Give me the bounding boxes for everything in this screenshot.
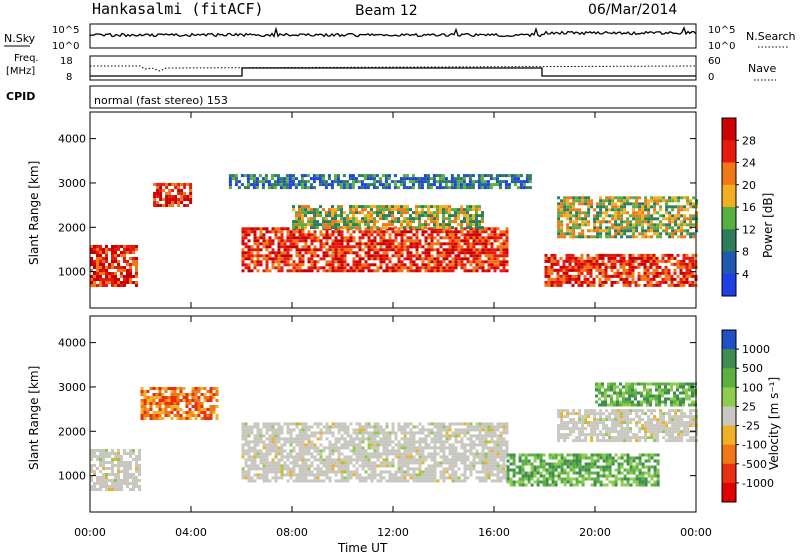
- power-cbar-tick-2: 12: [742, 223, 756, 236]
- station-title: Hankasalmi (fitACF): [92, 0, 264, 18]
- velocity-ylabel: Slant Range [km]: [27, 366, 41, 470]
- velocity-cbar-swatch-2: [722, 368, 736, 388]
- power-colorbar: 4 8 12 16 20 24 28: [721, 117, 756, 297]
- power-ytick-0: 1000: [58, 266, 86, 279]
- nsearch-label: N.Search: [746, 30, 796, 43]
- power-cbar-swatch-7: [722, 273, 736, 297]
- power-cbar-tick-4: 20: [742, 179, 756, 192]
- power-cbar-swatch-4: [722, 207, 736, 230]
- power-echo-band-6: [557, 196, 699, 239]
- power-cbar-swatch-2: [722, 162, 736, 186]
- velocity-cbar-swatch-8: [722, 482, 736, 503]
- velocity-echo-band-0: [90, 449, 141, 491]
- velocity-cbar-swatch-6: [722, 444, 736, 465]
- velocity-echo-band-2: [506, 453, 660, 487]
- freq-label: Freq.: [14, 53, 39, 64]
- velocity-ytick-2: 3000: [58, 381, 86, 394]
- power-cbar-swatch-0: [722, 118, 736, 141]
- velocity-cbar-swatch-4: [722, 406, 736, 427]
- power-cbar-label: Power [dB]: [761, 193, 775, 258]
- cpid-text: normal (fast stereo) 153: [94, 94, 228, 107]
- x-tick-6: 00:00: [680, 526, 712, 539]
- power-ytick-3: 4000: [58, 133, 86, 146]
- velocity-cbar-tick-4: -25: [742, 420, 760, 433]
- nave-tick-low: 0: [708, 72, 714, 83]
- velocity-cbar-swatch-1: [722, 349, 736, 369]
- power-cbar-tick-0: 4: [742, 268, 749, 281]
- x-axis-label: Time UT: [337, 541, 388, 554]
- x-tick-1: 04:00: [175, 526, 207, 539]
- power-ytick-1: 2000: [58, 221, 86, 234]
- cpid-row: CPID normal (fast stereo) 153: [6, 85, 697, 109]
- power-cbar-swatch-1: [722, 140, 736, 163]
- power-echo-band-4: [228, 174, 532, 190]
- velocity-cbar-swatch-0: [722, 330, 736, 350]
- nsky-tick-low: 10^0: [52, 41, 79, 52]
- velocity-cbar-tick-1: 500: [742, 362, 763, 375]
- power-cbar-swatch-5: [722, 229, 736, 252]
- velocity-cbar-label: Velocity [m s⁻¹]: [767, 377, 781, 470]
- nave-label: Nave: [748, 62, 776, 75]
- nsky-panel: N.Sky 10^5 10^0 10^5 10^0 N.Search: [4, 23, 796, 52]
- cpid-label: CPID: [6, 90, 35, 103]
- velocity-cbar-tick-6: -500: [742, 458, 767, 471]
- freq-trace: [90, 67, 696, 77]
- velocity-ytick-3: 4000: [58, 337, 86, 350]
- x-tick-4: 16:00: [478, 526, 510, 539]
- velocity-cbar-swatch-7: [722, 463, 736, 484]
- velocity-echo-band-3: [557, 409, 699, 443]
- freq-panel: Freq. [MHz] 18 8 60 0 Nave: [6, 53, 776, 83]
- x-tick-5: 20:00: [579, 526, 611, 539]
- power-echo-band-0: [90, 245, 138, 287]
- velocity-echo-band-1: [241, 422, 509, 483]
- velocity-cbar-tick-5: -100: [742, 439, 767, 452]
- nsearch-tick-high: 10^5: [708, 25, 735, 36]
- power-ytick-2: 3000: [58, 177, 86, 190]
- velocity-cbar-swatch-3: [722, 387, 736, 407]
- x-tick-3: 12:00: [377, 526, 409, 539]
- power-cbar-swatch-6: [722, 251, 736, 275]
- date-title: 06/Mar/2014: [588, 2, 677, 18]
- velocity-cbar-tick-7: -1000: [742, 477, 774, 490]
- beam-title: Beam 12: [355, 3, 418, 19]
- velocity-ytick-1: 2000: [58, 425, 86, 438]
- nsearch-tick-low: 10^0: [708, 41, 735, 52]
- velocity-echo-band-4: [140, 387, 219, 420]
- nave-tick-high: 60: [708, 56, 721, 67]
- x-tick-0: 00:00: [74, 526, 106, 539]
- velocity-ytick-0: 1000: [58, 470, 86, 483]
- freq-tick-high: 18: [60, 56, 73, 67]
- velocity-cbar-tick-3: 25: [742, 400, 756, 413]
- power-cbar-tick-3: 16: [742, 201, 756, 214]
- power-echo-band-1: [153, 183, 193, 207]
- freq-tick-low: 8: [66, 72, 72, 83]
- velocity-colorbar: 1000 500 100 25 -25 -100 -500 -1000: [721, 329, 774, 503]
- x-tick-2: 08:00: [276, 526, 308, 539]
- power-echo-band-3: [292, 205, 484, 230]
- velocity-cbar-tick-2: 100: [742, 381, 763, 394]
- power-echo-band-5: [544, 253, 698, 287]
- power-ylabel: Slant Range [km]: [27, 161, 41, 265]
- power-cbar-tick-6: 28: [742, 134, 756, 147]
- nsky-label: N.Sky: [4, 32, 36, 45]
- nave-trace: [90, 65, 697, 72]
- nsky-tick-high: 10^5: [52, 25, 79, 36]
- velocity-echo-band-5: [595, 382, 697, 407]
- power-plot: 1000 2000 3000 4000: [58, 111, 699, 309]
- power-cbar-tick-1: 8: [742, 246, 749, 259]
- power-cbar-tick-5: 24: [742, 157, 756, 170]
- power-cbar-swatch-3: [722, 184, 736, 208]
- velocity-plot: 1000 2000 3000 4000: [58, 315, 699, 513]
- nsky-trace: [89, 25, 697, 39]
- velocity-cbar-tick-0: 1000: [742, 343, 770, 356]
- freq-unit: [MHz]: [6, 66, 35, 77]
- velocity-cbar-swatch-5: [722, 425, 736, 446]
